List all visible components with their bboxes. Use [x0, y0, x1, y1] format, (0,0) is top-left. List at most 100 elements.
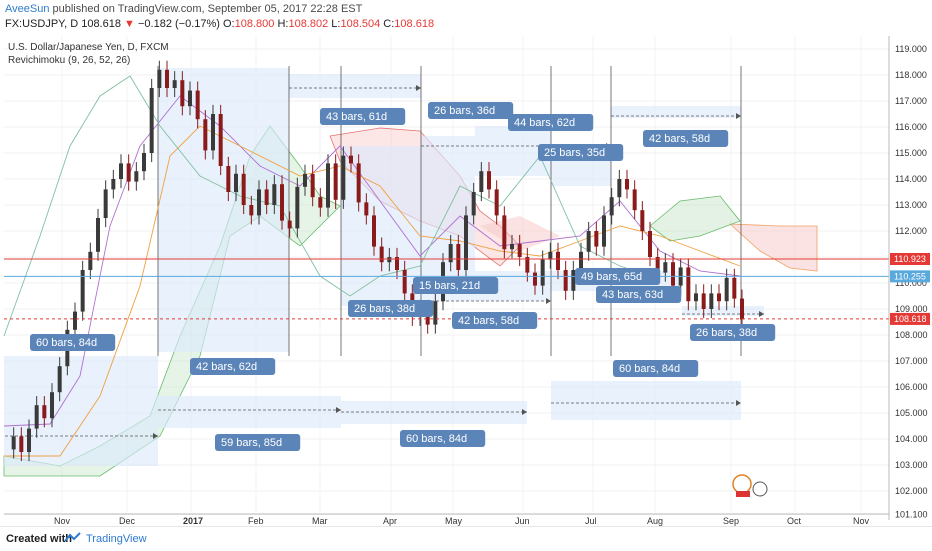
- time-axis-tick-label: May: [445, 516, 463, 526]
- author-link[interactable]: AveeSun: [5, 3, 50, 15]
- candle-body: [27, 428, 31, 452]
- candle-body: [533, 272, 537, 286]
- candle-body: [694, 293, 698, 302]
- kumo-cloud-red-3: [480, 216, 560, 251]
- price-tag-label: 108.618: [894, 314, 927, 324]
- candle-body: [195, 90, 200, 120]
- measure-arrow-head: [736, 400, 741, 406]
- candle-body: [172, 80, 177, 88]
- candle-body: [471, 192, 476, 216]
- candle-body: [280, 184, 284, 221]
- measure-label-box: [428, 102, 514, 119]
- measure-label-box: [690, 324, 776, 341]
- chart-area[interactable]: 119.000 118.000 117.000 116.000 115.000 114.0…: [0, 36, 932, 530]
- candle-body: [379, 246, 384, 263]
- price-axis-tick-label: 110.000: [895, 278, 927, 288]
- time-axis-tick-label: Nov: [853, 516, 870, 526]
- measure-range-box: [158, 396, 341, 428]
- candle-body: [356, 163, 361, 203]
- measure-range-box: [289, 74, 421, 98]
- candle-body: [487, 171, 491, 190]
- candle-body: [571, 270, 576, 291]
- tradingview-brand-link[interactable]: TradingView: [86, 533, 147, 545]
- candle-body: [257, 189, 261, 216]
- change-arrow-icon: ▼: [124, 18, 135, 30]
- candle-body: [456, 244, 461, 270]
- measure-label-box: [508, 114, 594, 131]
- price-axis-tick-label: 105.000: [895, 408, 928, 418]
- measure-label-box: [190, 358, 276, 375]
- candle-body: [717, 293, 721, 302]
- candle-body: [157, 69, 162, 88]
- candle-body: [96, 218, 100, 252]
- candle-body: [648, 231, 652, 257]
- measure-label: 60 bars, 84d: [619, 363, 680, 375]
- event-marker-icon: [732, 474, 752, 494]
- symbol-text: FX:USDJPY, D 108.618: [5, 18, 121, 30]
- ohlc-readout: FX:USDJPY, D 108.618 ▼ −0.182 (−0.17%) O…: [5, 18, 434, 30]
- measure-label: 26 bars, 38d: [354, 303, 415, 315]
- candle-body: [556, 251, 560, 270]
- candle-body: [525, 257, 530, 273]
- candle-body: [57, 366, 62, 393]
- measure-label-box: [596, 286, 682, 303]
- measure-label: 26 bars, 36d: [434, 105, 495, 117]
- publish-info: AveeSun published on TradingView.com, Se…: [5, 3, 362, 15]
- time-axis-tick-label: Feb: [248, 516, 264, 526]
- candle-body: [494, 189, 499, 216]
- candle-body: [188, 90, 192, 107]
- time-axis-tick-label: Oct: [787, 516, 802, 526]
- measure-label: 43 bars, 61d: [326, 111, 387, 123]
- indicator-legend: Revichimoku (9, 26, 52, 26): [8, 55, 131, 66]
- kumo-cloud-green-2: [649, 195, 741, 242]
- candle-body: [249, 205, 254, 216]
- candle-body: [103, 189, 108, 218]
- price-axis-tick-label: 102.000: [895, 486, 928, 496]
- candle-body: [180, 80, 185, 107]
- measure-label: 42 bars, 58d: [458, 315, 519, 327]
- candle-body: [310, 173, 315, 198]
- candle-body: [88, 251, 93, 270]
- candle-body: [203, 119, 208, 151]
- measure-arrow-head: [736, 113, 741, 119]
- price-axis-tick-label: 113.000: [895, 200, 927, 210]
- measure-arrow-head: [759, 311, 764, 317]
- price-tag-label: 110.923: [894, 254, 926, 264]
- measure-arrow-head: [546, 298, 551, 304]
- candle-body: [640, 210, 645, 231]
- measure-label-box: [320, 108, 406, 125]
- measure-label: 25 bars, 35d: [544, 147, 605, 159]
- measure-label-box: [30, 334, 116, 351]
- candle-body: [287, 220, 292, 229]
- price-chart[interactable]: 119.000 118.000 117.000 116.000 115.000 114.0…: [0, 36, 932, 530]
- price-axis-tick-label: 118.000: [895, 70, 927, 80]
- measure-label-box: [538, 144, 624, 161]
- candle-body: [594, 231, 599, 247]
- candle-body: [502, 215, 507, 250]
- time-axis-tick-label: Sep: [723, 516, 739, 526]
- price-tag: [890, 312, 930, 325]
- measure-range-box: [341, 401, 527, 424]
- price-axis-tick-label: 109.000: [895, 304, 928, 314]
- candle-body: [264, 189, 269, 205]
- measure-label-box: [613, 360, 699, 377]
- candle-body: [609, 197, 614, 216]
- candle-body: [126, 163, 131, 182]
- measure-range-box: [551, 381, 741, 420]
- time-axis-tick-label: Dec: [119, 516, 136, 526]
- candle-body: [433, 301, 438, 325]
- price-axis-tick-label: 119.000: [895, 44, 927, 54]
- candle-body: [579, 251, 583, 270]
- price-axis-tick-label: 112.000: [895, 226, 927, 236]
- candle-body: [517, 244, 522, 257]
- candle-body: [34, 405, 39, 429]
- measure-arrow-head: [522, 409, 527, 415]
- price-axis-tick-label: 107.000: [895, 356, 928, 366]
- published-text: published on TradingView.com, September …: [49, 3, 363, 15]
- measure-label: 44 bars, 62d: [514, 117, 575, 129]
- candle-body: [709, 293, 714, 309]
- measure-label-box: [348, 300, 434, 317]
- measure-label: 60 bars, 84d: [36, 337, 97, 349]
- footer: Created with TradingView: [0, 526, 932, 551]
- candle-body: [671, 262, 675, 286]
